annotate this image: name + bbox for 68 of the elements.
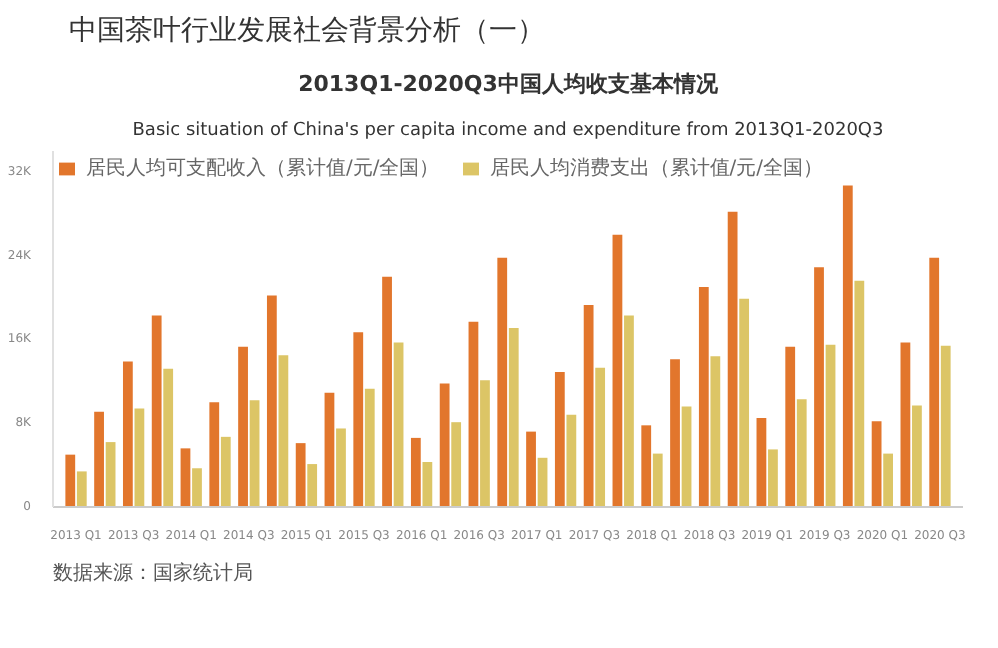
bar — [324, 392, 335, 507]
bar — [65, 454, 76, 507]
bar — [353, 332, 364, 507]
bar — [451, 422, 462, 507]
bar — [249, 400, 260, 507]
bar — [422, 461, 433, 507]
bar — [220, 436, 231, 507]
bar — [883, 453, 894, 507]
bar — [900, 342, 911, 507]
bar — [497, 257, 508, 507]
bar — [681, 406, 692, 507]
bar — [940, 345, 951, 507]
bar — [583, 304, 594, 507]
bar — [641, 425, 652, 507]
source-note: 数据来源：国家统计局 — [53, 561, 253, 585]
bar — [854, 280, 865, 507]
bar — [554, 371, 565, 507]
bar — [266, 295, 277, 507]
bar — [364, 388, 375, 507]
bar — [670, 359, 680, 507]
bar — [768, 449, 778, 507]
bar — [307, 464, 318, 507]
bar — [537, 457, 548, 507]
bar — [122, 361, 133, 507]
bar — [825, 344, 836, 507]
chart-subtitle: 2013Q1-2020Q3中国人均收支基本情况 — [298, 71, 720, 97]
bar — [94, 411, 104, 507]
legend-label: 居民人均可支配收入（累计值/元/全国） — [86, 155, 440, 182]
bar — [739, 298, 750, 507]
bar — [439, 383, 450, 507]
bar — [756, 418, 767, 507]
bar — [842, 185, 853, 507]
chart-title: 中国茶叶行业发展社会背景分析（一） — [69, 15, 545, 47]
bar — [652, 453, 663, 507]
bar — [105, 442, 116, 507]
bar — [871, 421, 882, 507]
bar — [278, 355, 289, 507]
legend-label: 居民人均消费支出（累计值/元/全国） — [489, 155, 823, 182]
bar — [508, 327, 519, 507]
bar — [727, 211, 738, 507]
bar — [698, 287, 709, 507]
bar — [595, 367, 606, 507]
bar — [295, 443, 306, 507]
bar — [566, 414, 577, 507]
bar — [163, 368, 174, 507]
bar — [785, 346, 796, 507]
bar — [192, 468, 202, 507]
bar — [814, 267, 824, 507]
bar — [796, 399, 807, 507]
text: Basic situation of China's per capita income and expenditure from 2013Q1-2020Q3 — [132, 121, 884, 141]
bar — [410, 437, 421, 507]
bar — [76, 471, 87, 507]
bar — [710, 356, 721, 507]
bar — [929, 257, 940, 507]
bar — [468, 321, 479, 507]
bar — [480, 380, 490, 507]
bar — [382, 276, 392, 507]
bar — [238, 346, 248, 507]
bar — [134, 408, 145, 507]
bar — [151, 315, 162, 507]
bar — [612, 234, 623, 507]
bar — [393, 342, 404, 507]
bar — [526, 431, 536, 507]
bar — [209, 402, 220, 507]
bar — [180, 448, 191, 507]
bar — [624, 315, 634, 507]
bar — [912, 405, 922, 507]
bar — [336, 428, 346, 507]
